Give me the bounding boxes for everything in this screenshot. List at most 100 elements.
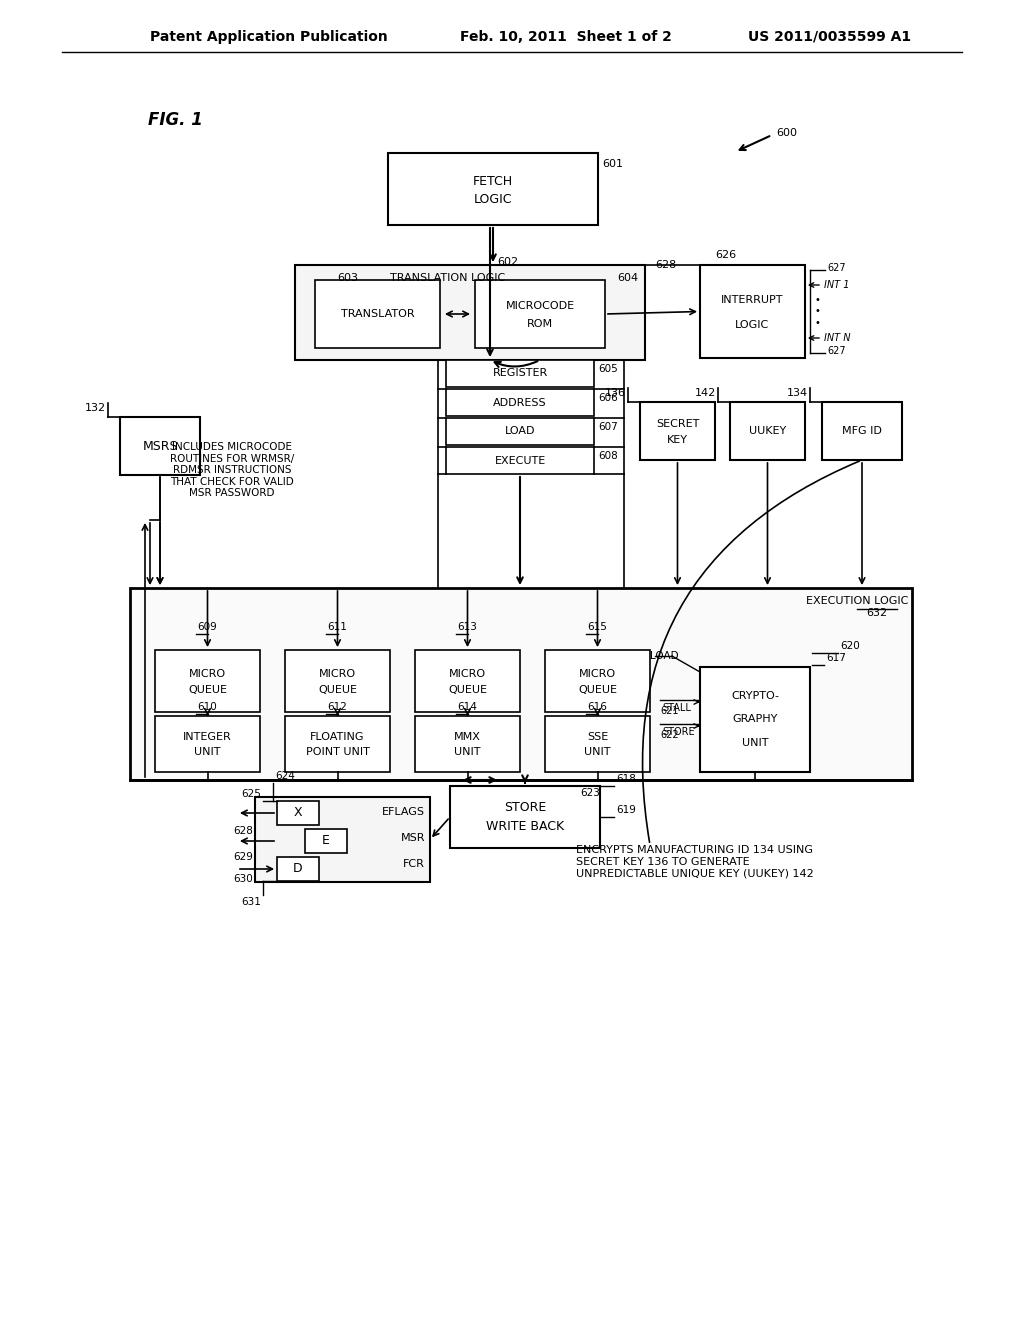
Text: Feb. 10, 2011  Sheet 1 of 2: Feb. 10, 2011 Sheet 1 of 2 bbox=[460, 30, 672, 44]
Text: 607: 607 bbox=[598, 422, 617, 432]
Text: SSE: SSE bbox=[587, 731, 608, 742]
Bar bbox=[446, 360, 594, 387]
Text: MSRS: MSRS bbox=[142, 440, 178, 453]
Bar bbox=[446, 447, 594, 474]
Text: 608: 608 bbox=[598, 451, 617, 461]
Text: 605: 605 bbox=[598, 364, 617, 374]
Text: 628: 628 bbox=[655, 260, 676, 271]
Text: 600: 600 bbox=[776, 128, 797, 139]
Text: TRANSLATOR: TRANSLATOR bbox=[341, 309, 415, 319]
Bar bbox=[475, 280, 605, 348]
Text: 609: 609 bbox=[198, 622, 217, 632]
Text: 629: 629 bbox=[233, 851, 253, 862]
Text: UUKEY: UUKEY bbox=[749, 426, 786, 436]
Text: STORE: STORE bbox=[662, 727, 694, 737]
Bar bbox=[278, 857, 319, 880]
Text: FIG. 1: FIG. 1 bbox=[148, 111, 203, 129]
Text: FETCH: FETCH bbox=[473, 176, 513, 189]
Text: MMX: MMX bbox=[454, 731, 481, 742]
Text: WRITE BACK: WRITE BACK bbox=[486, 820, 564, 833]
Text: INTERRUPT: INTERRUPT bbox=[721, 296, 783, 305]
Text: MICRO: MICRO bbox=[318, 668, 356, 678]
Bar bbox=[446, 418, 594, 445]
Text: INCLUDES MICROCODE
ROUTINES FOR WRMSR/
RDMSR INSTRUCTIONS
THAT CHECK FOR VALID
M: INCLUDES MICROCODE ROUTINES FOR WRMSR/ R… bbox=[170, 442, 294, 499]
Text: 631: 631 bbox=[241, 898, 261, 907]
Text: UNIT: UNIT bbox=[741, 738, 768, 747]
Text: 615: 615 bbox=[588, 622, 607, 632]
Bar bbox=[822, 403, 902, 459]
Text: 610: 610 bbox=[198, 702, 217, 711]
Text: TRANSLATION LOGIC: TRANSLATION LOGIC bbox=[390, 273, 505, 282]
Bar bbox=[545, 649, 650, 711]
Text: 142: 142 bbox=[694, 388, 716, 399]
Text: 603: 603 bbox=[337, 273, 358, 282]
Text: 614: 614 bbox=[458, 702, 477, 711]
Text: LOGIC: LOGIC bbox=[474, 193, 512, 206]
Text: LOAD: LOAD bbox=[505, 426, 536, 437]
Text: INT N: INT N bbox=[824, 333, 851, 343]
Text: REGISTER: REGISTER bbox=[493, 368, 548, 379]
Bar bbox=[285, 649, 390, 711]
Bar bbox=[130, 587, 912, 780]
Text: QUEUE: QUEUE bbox=[188, 685, 227, 696]
Text: 604: 604 bbox=[617, 273, 638, 282]
Text: 624: 624 bbox=[275, 771, 295, 781]
Text: 134: 134 bbox=[786, 388, 808, 399]
Bar bbox=[295, 265, 645, 360]
Text: QUEUE: QUEUE bbox=[318, 685, 357, 696]
Text: 622: 622 bbox=[660, 730, 679, 741]
Text: 626: 626 bbox=[715, 249, 736, 260]
Text: POINT UNIT: POINT UNIT bbox=[305, 747, 370, 758]
Bar bbox=[545, 715, 650, 772]
Bar bbox=[285, 715, 390, 772]
Bar bbox=[415, 649, 520, 711]
Bar bbox=[446, 389, 594, 416]
Text: MICRO: MICRO bbox=[449, 668, 486, 678]
Text: E: E bbox=[323, 834, 330, 847]
Text: 632: 632 bbox=[866, 609, 888, 618]
Text: INT 1: INT 1 bbox=[824, 280, 850, 290]
Text: 620: 620 bbox=[840, 642, 860, 651]
Bar bbox=[278, 801, 319, 825]
Text: MFG ID: MFG ID bbox=[842, 426, 882, 436]
Text: UNIT: UNIT bbox=[585, 747, 610, 758]
Text: QUEUE: QUEUE bbox=[449, 685, 487, 696]
Bar bbox=[155, 715, 260, 772]
Bar bbox=[120, 417, 200, 475]
Text: 630: 630 bbox=[233, 874, 253, 884]
Text: 611: 611 bbox=[328, 622, 347, 632]
Text: EXECUTION LOGIC: EXECUTION LOGIC bbox=[806, 597, 908, 606]
Text: MICROCODE: MICROCODE bbox=[506, 301, 574, 310]
Text: MICRO: MICRO bbox=[579, 668, 616, 678]
Text: UNIT: UNIT bbox=[195, 747, 221, 758]
Bar bbox=[155, 649, 260, 711]
Text: 628: 628 bbox=[233, 826, 253, 836]
Text: 606: 606 bbox=[598, 393, 617, 403]
Text: D: D bbox=[293, 862, 303, 875]
Text: EFLAGS: EFLAGS bbox=[382, 807, 425, 817]
Text: 621: 621 bbox=[660, 706, 679, 715]
Text: 617: 617 bbox=[826, 653, 846, 663]
Bar bbox=[700, 265, 805, 358]
Text: STALL: STALL bbox=[662, 704, 691, 713]
Bar bbox=[730, 403, 805, 459]
Text: 625: 625 bbox=[241, 789, 261, 799]
Bar bbox=[640, 403, 715, 459]
Text: UNIT: UNIT bbox=[455, 747, 480, 758]
Text: ADDRESS: ADDRESS bbox=[494, 397, 547, 408]
Bar bbox=[700, 667, 810, 772]
Text: 136: 136 bbox=[605, 388, 626, 399]
Text: 612: 612 bbox=[328, 702, 347, 711]
Bar bbox=[305, 829, 347, 853]
Text: X: X bbox=[294, 807, 302, 820]
Text: ENCRYPTS MANUFACTURING ID 134 USING
SECRET KEY 136 TO GENERATE
UNPREDICTABLE UNI: ENCRYPTS MANUFACTURING ID 134 USING SECR… bbox=[575, 845, 814, 878]
Text: ROM: ROM bbox=[527, 319, 553, 329]
Text: QUEUE: QUEUE bbox=[578, 685, 617, 696]
Text: 623: 623 bbox=[580, 788, 600, 799]
Text: GRAPHY: GRAPHY bbox=[732, 714, 777, 725]
Text: 619: 619 bbox=[616, 805, 636, 814]
Text: KEY: KEY bbox=[667, 434, 688, 445]
Text: •
•
•: • • • bbox=[815, 294, 821, 329]
Text: FLOATING: FLOATING bbox=[310, 731, 365, 742]
Text: FCR: FCR bbox=[403, 859, 425, 869]
